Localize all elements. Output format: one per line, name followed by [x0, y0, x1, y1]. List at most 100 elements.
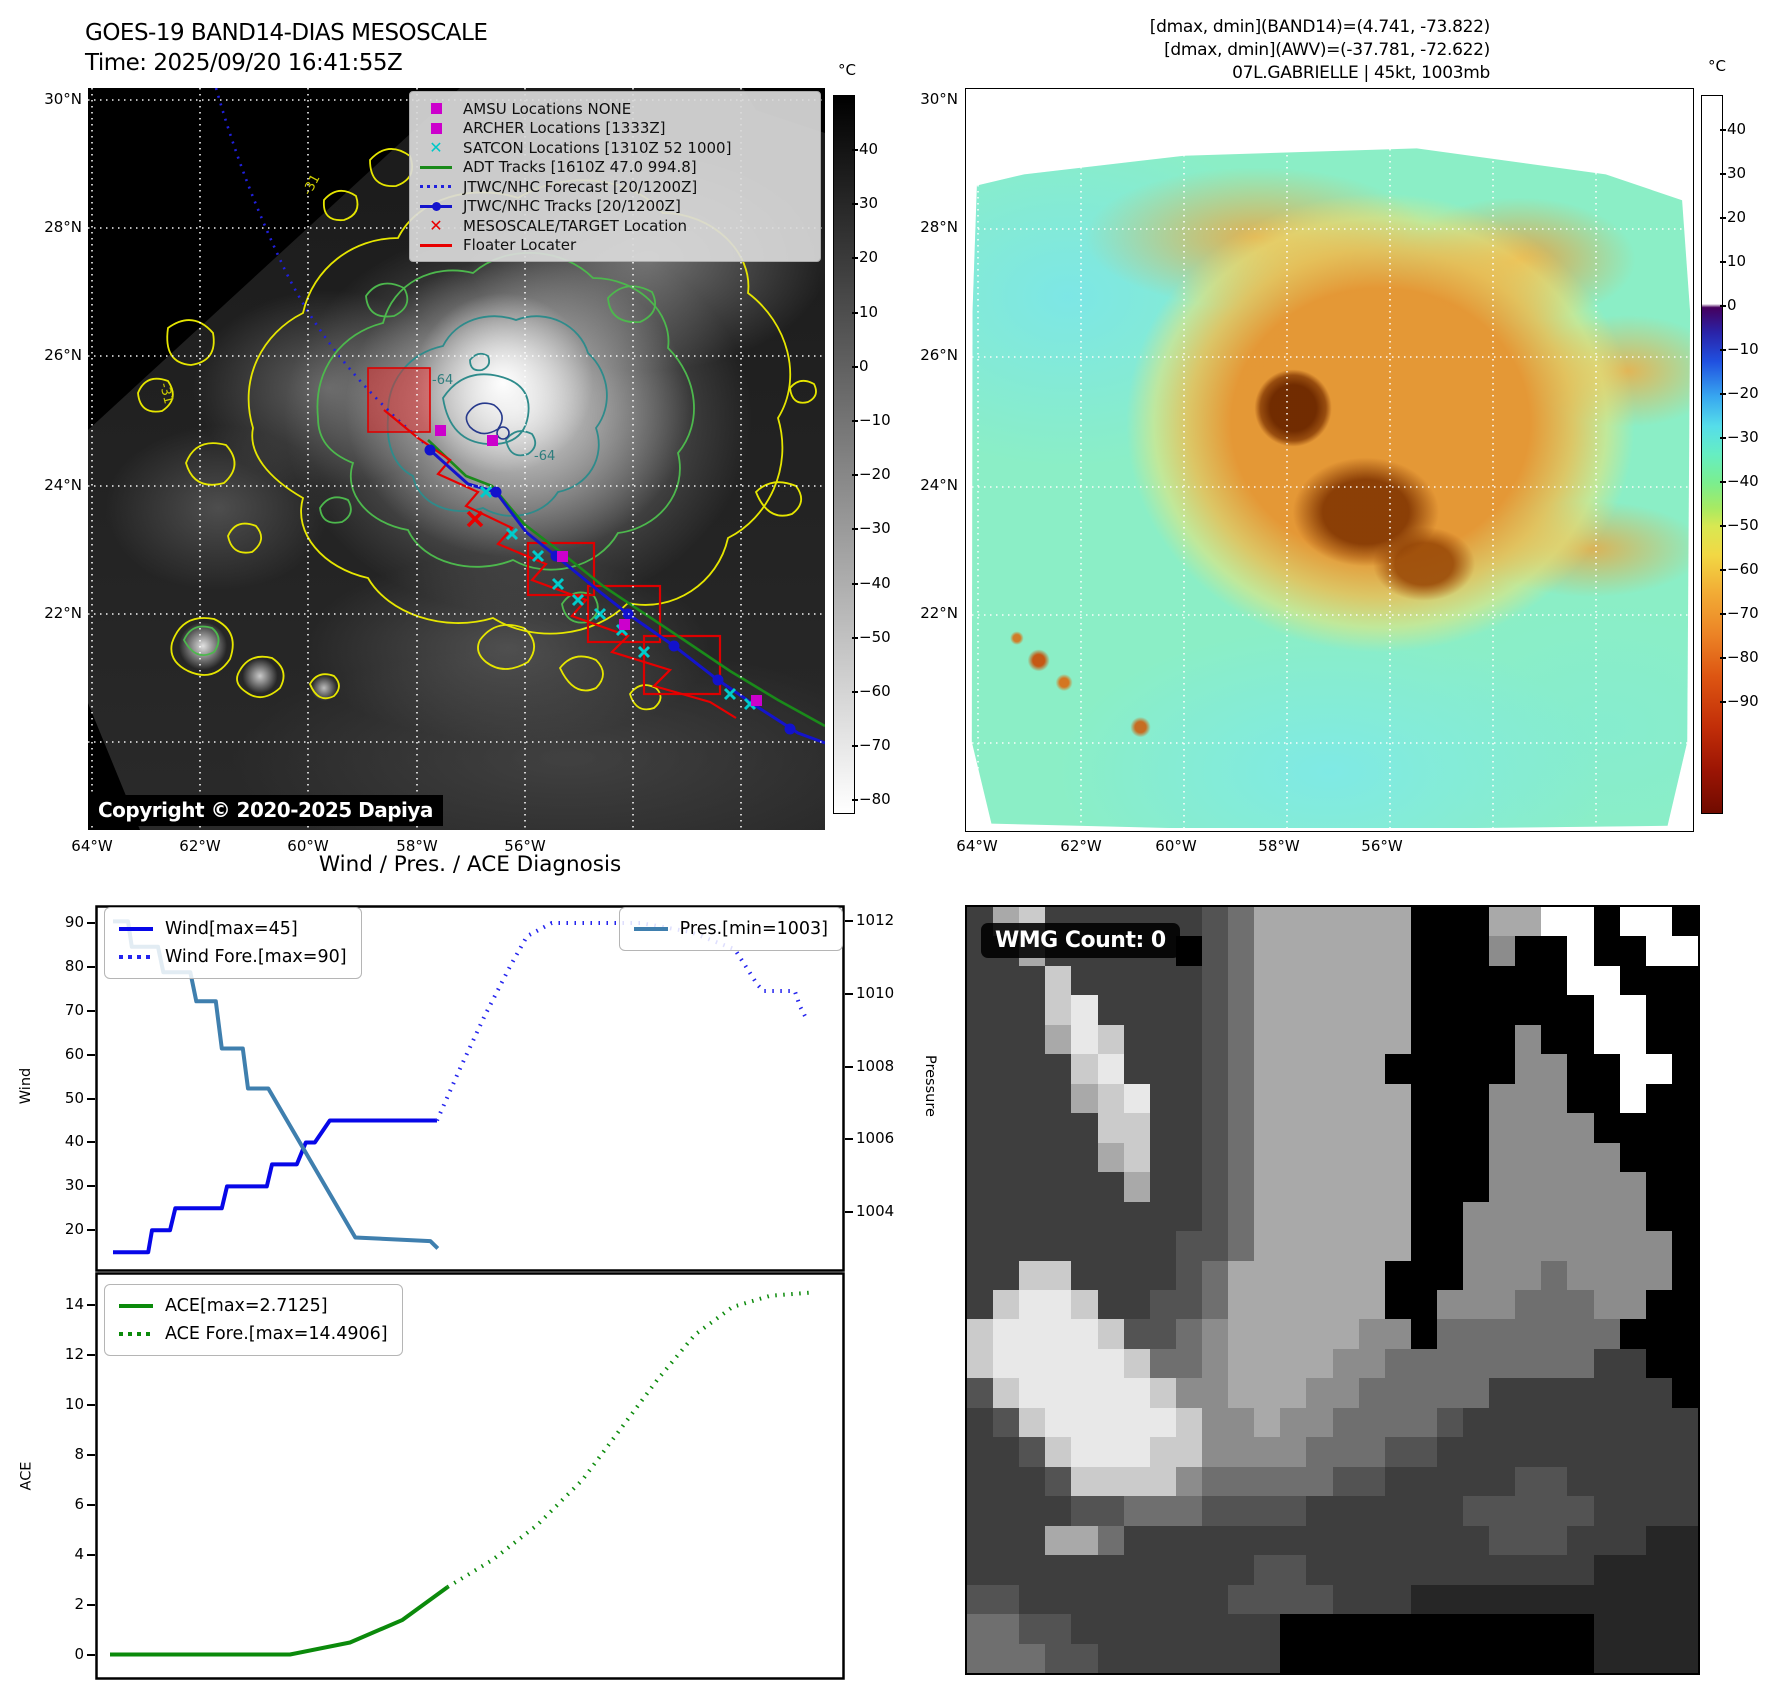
wmg-pixel	[993, 1643, 1020, 1673]
awv-colorbar	[1701, 95, 1723, 814]
wmg-pixel	[1280, 965, 1307, 996]
map2-lat-label: 28°N	[920, 218, 958, 236]
wmg-pixel	[1489, 1083, 1516, 1114]
wmg-pixel	[1410, 1172, 1437, 1202]
series-wind-fore-max-90-	[435, 921, 809, 1122]
colorbar-tick	[1720, 217, 1726, 219]
wmg-pixel	[1280, 1260, 1307, 1290]
wmg-pixel	[1593, 1054, 1620, 1084]
wmg-pixel	[1410, 1525, 1437, 1556]
wmg-pixel	[1489, 1525, 1516, 1556]
wmg-pixel	[1071, 1054, 1098, 1084]
wmg-pixel	[1332, 1407, 1359, 1438]
wmg-pixel	[1019, 1201, 1046, 1232]
legend-row-ace: ACE[max=2.7125]	[119, 1292, 388, 1320]
colorbar-tick-label: −70	[1727, 604, 1759, 622]
wmg-pixel	[1593, 1525, 1620, 1556]
colorbar-tick-label: −80	[1727, 648, 1759, 666]
wmg-pixel	[1410, 1201, 1437, 1232]
wmg-pixel	[993, 1496, 1020, 1526]
wmg-pixel	[1671, 1643, 1698, 1673]
wmg-pixel	[1149, 1378, 1176, 1408]
y-tick-label-right: 1010	[856, 984, 895, 1003]
wmg-pixel	[1201, 1172, 1229, 1202]
wmg-pixel	[1358, 936, 1385, 966]
wind-fore-line-sample	[119, 955, 153, 959]
awv-imagery	[971, 148, 1691, 829]
wmg-pixel	[1567, 1083, 1594, 1114]
wmg-pixel	[1175, 1466, 1202, 1497]
wmg-pixel	[1593, 936, 1620, 966]
wmg-pixel	[1463, 995, 1490, 1025]
wmg-pixel	[1515, 1113, 1542, 1143]
legend-row-pressure: Pres.[min=1003]	[633, 915, 828, 943]
wmg-pixel	[1436, 907, 1464, 937]
wmg-pixel	[1123, 965, 1150, 996]
wmg-pixel	[1436, 1437, 1464, 1467]
wmg-pixel	[1515, 1643, 1542, 1673]
wmg-pixel	[1306, 965, 1333, 996]
wmg-pixel	[1567, 1319, 1594, 1349]
wmg-pixel	[1541, 1525, 1568, 1556]
y-tick-label-left: 6	[74, 1494, 84, 1513]
wmg-pixel	[1593, 1260, 1620, 1290]
wmg-pixel	[1228, 1172, 1255, 1202]
wmg-pixel	[1097, 1201, 1124, 1232]
wmg-pixel	[993, 1555, 1020, 1585]
legend-row-ace-fore: ACE Fore.[max=14.4906]	[119, 1320, 388, 1348]
wmg-pixel	[1332, 1289, 1359, 1320]
wmg-pixel	[1306, 1083, 1333, 1114]
wmg-pixel	[993, 1525, 1020, 1556]
wmg-pixel	[1410, 1083, 1437, 1114]
wmg-pixel	[1619, 1555, 1646, 1585]
wmg-pixel	[1384, 1054, 1411, 1084]
wmg-pixel	[1541, 1407, 1568, 1438]
wmg-pixel	[1463, 1584, 1490, 1615]
legend-item: ✕ SATCON Locations [1310Z 52 1000]	[418, 138, 810, 158]
wmg-pixel	[1384, 1083, 1411, 1114]
wmg-pixel	[1149, 995, 1176, 1025]
wmg-pixel	[1489, 1201, 1516, 1232]
wmg-pixel	[1254, 995, 1281, 1025]
wmg-pixel	[1332, 1643, 1359, 1673]
wmg-pixel	[967, 1378, 994, 1408]
y-tick-left	[87, 1353, 95, 1356]
wmg-pixel	[1436, 1614, 1464, 1644]
wmg-pixel	[1019, 1289, 1046, 1320]
wmg-pixel	[1515, 1378, 1542, 1408]
wmg-pixel	[1489, 907, 1516, 937]
colorbar-tick	[1720, 173, 1726, 175]
wmg-pixel	[1489, 1437, 1516, 1467]
y-tick-right	[845, 1065, 853, 1068]
wmg-pixel	[1463, 1231, 1490, 1261]
map2-lon-label: 64°W	[956, 837, 998, 855]
wmg-pixel	[1593, 1378, 1620, 1408]
wmg-pixel	[1645, 1378, 1672, 1408]
wmg-pixel	[1619, 1142, 1646, 1173]
wmg-pixel	[1358, 1643, 1385, 1673]
wmg-pixel	[1149, 1319, 1176, 1349]
wmg-pixel	[1149, 1584, 1176, 1615]
wmg-pixel	[1541, 1614, 1568, 1644]
wmg-pixel	[1567, 1614, 1594, 1644]
colorbar-tick	[1720, 701, 1726, 703]
colorbar-tick	[852, 203, 858, 206]
wmg-pixel	[1541, 1289, 1568, 1320]
wmg-pixel	[1254, 1437, 1281, 1467]
wmg-pixel	[1436, 1319, 1464, 1349]
y-tick-label-left: 0	[74, 1644, 84, 1663]
y-tick-left	[87, 921, 95, 924]
wmg-pixel	[1306, 1024, 1333, 1055]
wmg-pixel	[1436, 1289, 1464, 1320]
wmg-pixel	[1045, 1643, 1072, 1673]
wmg-pixel	[1619, 1289, 1646, 1320]
colorbar-tick-label: 30	[859, 194, 879, 213]
colorbar-tick-label: −10	[859, 411, 891, 429]
wmg-pixel	[1410, 1496, 1437, 1526]
colorbar-tick	[852, 420, 858, 422]
wmg-pixel	[993, 995, 1020, 1025]
contour-teal	[386, 315, 608, 517]
wmg-pixel	[1541, 907, 1568, 937]
wmg-pixel	[1593, 1231, 1620, 1261]
wmg-pixel	[1358, 1201, 1385, 1232]
